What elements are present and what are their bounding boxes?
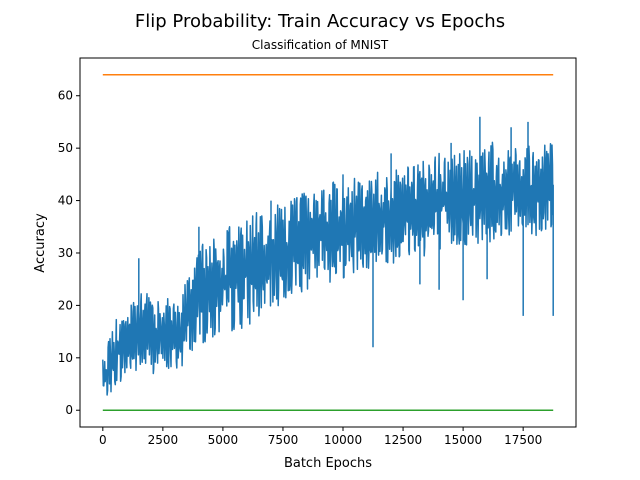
x-tick-label: 2500 [148,433,179,447]
y-tick-label: 30 [58,246,73,260]
chart-title: Flip Probability: Train Accuracy vs Epoc… [135,11,505,32]
x-tick-label: 7500 [268,433,299,447]
y-tick-label: 0 [65,403,73,417]
x-axis-label: Batch Epochs [284,456,372,471]
x-tick-label: 15000 [444,433,482,447]
y-axis-label: Accuracy [33,213,48,273]
y-tick-label: 60 [58,89,73,103]
y-tick-label: 20 [58,298,73,312]
series-0-line [102,116,554,396]
x-tick-label: 12500 [384,433,422,447]
y-tick-label: 40 [58,194,73,208]
y-tick-label: 50 [58,141,73,155]
y-tick-label: 10 [58,351,73,365]
x-tick-label: 0 [99,433,107,447]
chart-subtitle: Classification of MNIST [252,38,389,52]
plot-area: 0 2500 5000 7500 10000 12500 15000 17500 0 10 20 30… [58,57,577,447]
plot-frame [79,57,577,428]
x-tick-label: 10000 [324,433,362,447]
x-tick-label: 17500 [504,433,542,447]
x-tick-label: 5000 [208,433,239,447]
